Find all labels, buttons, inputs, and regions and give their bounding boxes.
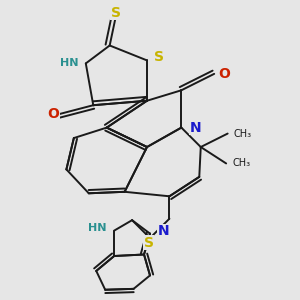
Text: N: N [190,121,201,135]
Text: HN: HN [60,58,78,68]
Text: CH₃: CH₃ [234,129,252,139]
Text: O: O [47,107,59,121]
Text: N: N [158,224,169,238]
Text: S: S [154,50,164,64]
Text: CH₃: CH₃ [232,158,250,168]
Text: HN: HN [88,223,107,233]
Text: S: S [111,6,121,20]
Text: O: O [219,67,231,81]
Text: S: S [143,236,154,250]
